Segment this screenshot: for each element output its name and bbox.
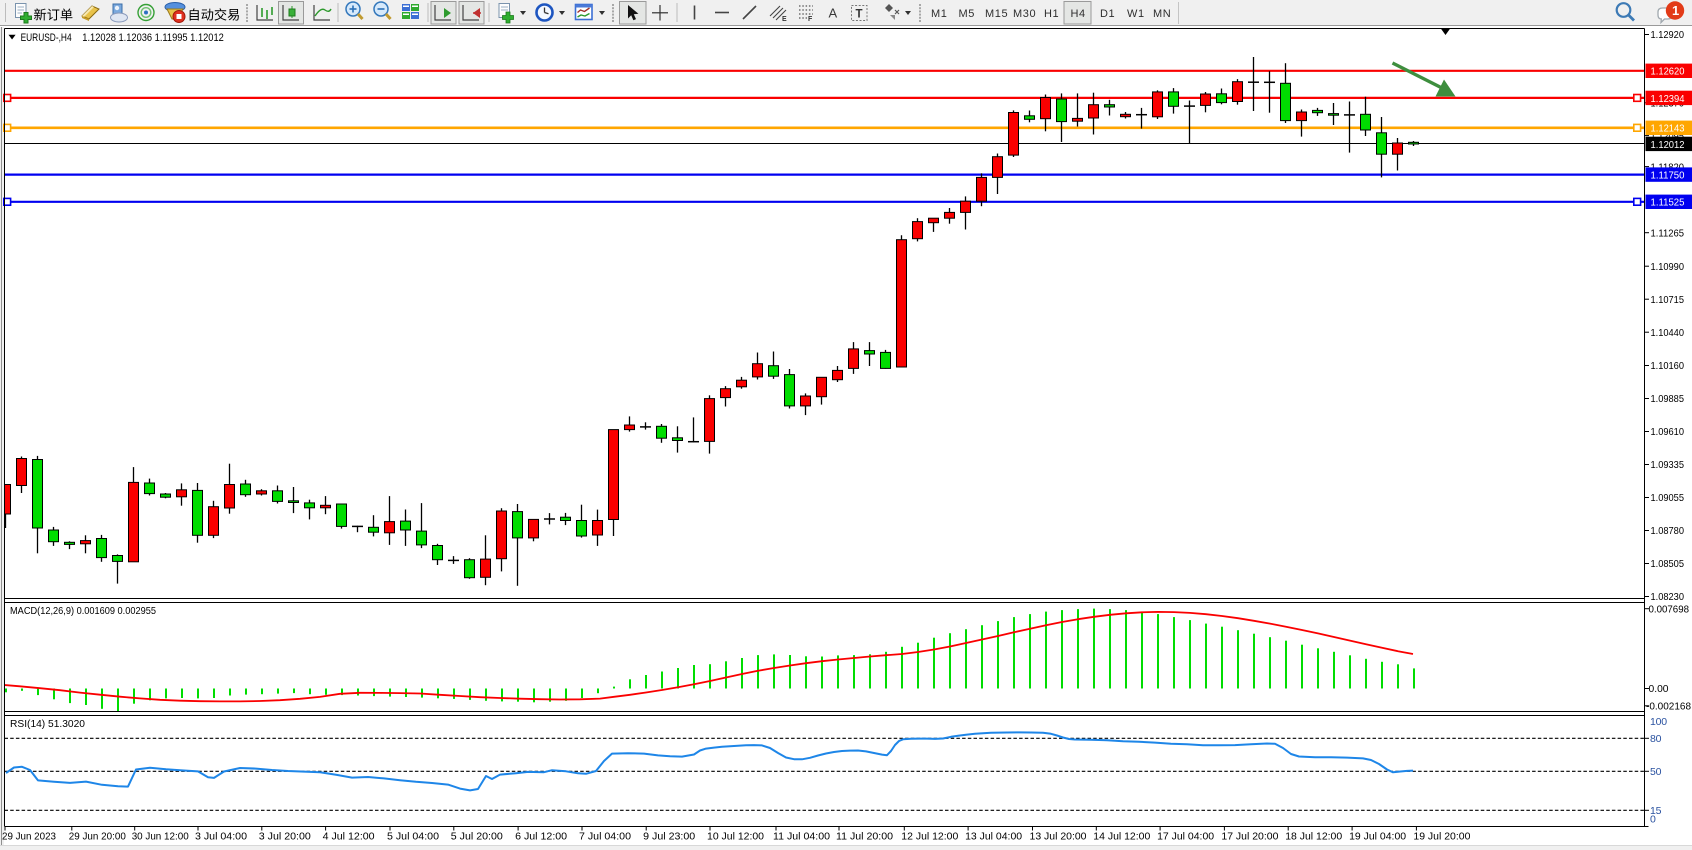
svg-text:14 Jul 12:00: 14 Jul 12:00	[1093, 831, 1150, 843]
svg-text:11 Jul 04:00: 11 Jul 04:00	[773, 831, 830, 843]
svg-text:MN: MN	[1153, 8, 1171, 20]
svg-text:100: 100	[1650, 716, 1667, 728]
svg-text:RSI(14) 51.3020: RSI(14) 51.3020	[10, 718, 85, 730]
svg-text:13 Jul 20:00: 13 Jul 20:00	[1030, 831, 1087, 843]
svg-text:1.12620: 1.12620	[1651, 66, 1685, 78]
svg-text:1: 1	[1672, 3, 1679, 18]
svg-text:29 Jun 20:00: 29 Jun 20:00	[69, 831, 126, 843]
svg-text:H1: H1	[1044, 8, 1059, 20]
svg-text:80: 80	[1650, 733, 1662, 745]
svg-text:19 Jul 20:00: 19 Jul 20:00	[1413, 831, 1470, 843]
svg-text:0: 0	[1650, 814, 1656, 826]
svg-text:1.10440: 1.10440	[1651, 327, 1685, 339]
svg-text:MACD(12,26,9) 0.001609 0.00295: MACD(12,26,9) 0.001609 0.002955	[10, 605, 156, 617]
svg-text:1.08780: 1.08780	[1651, 525, 1685, 537]
svg-text:W1: W1	[1127, 8, 1145, 20]
svg-text:18 Jul 12:00: 18 Jul 12:00	[1285, 831, 1342, 843]
svg-text:1.12028 1.12036 1.11995 1.1201: 1.12028 1.12036 1.11995 1.12012	[82, 32, 224, 44]
svg-text:1.09610: 1.09610	[1651, 426, 1685, 438]
svg-text:1.09055: 1.09055	[1651, 492, 1685, 504]
svg-text:1.12920: 1.12920	[1651, 29, 1685, 41]
svg-text:M1: M1	[931, 8, 947, 20]
svg-text:19 Jul 04:00: 19 Jul 04:00	[1349, 831, 1406, 843]
svg-text:1.09335: 1.09335	[1651, 459, 1685, 471]
svg-text:1.11525: 1.11525	[1651, 197, 1685, 209]
svg-text:17 Jul 04:00: 17 Jul 04:00	[1157, 831, 1214, 843]
svg-text:12 Jul 12:00: 12 Jul 12:00	[901, 831, 958, 843]
svg-text:1.10990: 1.10990	[1651, 261, 1685, 273]
svg-text:E: E	[782, 16, 787, 23]
svg-text:1.09885: 1.09885	[1651, 393, 1685, 405]
svg-text:F: F	[808, 16, 813, 23]
svg-text:1.12012: 1.12012	[1651, 139, 1685, 151]
svg-text:1.11750: 1.11750	[1651, 170, 1685, 182]
svg-text:1.12143: 1.12143	[1651, 123, 1685, 135]
svg-text:30 Jun 12:00: 30 Jun 12:00	[132, 831, 189, 843]
svg-text:11 Jul 20:00: 11 Jul 20:00	[836, 831, 893, 843]
svg-text:4 Jul 12:00: 4 Jul 12:00	[323, 831, 375, 843]
svg-text:1.10715: 1.10715	[1651, 294, 1685, 306]
svg-text:9 Jul 23:00: 9 Jul 23:00	[643, 831, 695, 843]
svg-text:3 Jul 20:00: 3 Jul 20:00	[259, 831, 311, 843]
svg-text:5 Jul 04:00: 5 Jul 04:00	[387, 831, 439, 843]
svg-text:50: 50	[1650, 766, 1662, 778]
svg-text:10 Jul 12:00: 10 Jul 12:00	[707, 831, 764, 843]
svg-text:0.007698: 0.007698	[1649, 603, 1690, 615]
svg-text:M5: M5	[959, 8, 975, 20]
svg-text:H4: H4	[1071, 8, 1086, 20]
svg-text:0.00: 0.00	[1649, 683, 1669, 695]
svg-text:1.08230: 1.08230	[1651, 591, 1685, 603]
svg-text:EURUSD-,H4: EURUSD-,H4	[21, 32, 72, 44]
svg-text:A: A	[829, 6, 838, 21]
svg-text:1.08505: 1.08505	[1651, 558, 1685, 570]
svg-text:T: T	[856, 9, 863, 21]
svg-text:7 Jul 04:00: 7 Jul 04:00	[579, 831, 631, 843]
svg-text:M30: M30	[1013, 8, 1036, 20]
svg-text:1.12394: 1.12394	[1651, 93, 1685, 105]
svg-text:1.11265: 1.11265	[1651, 227, 1685, 239]
svg-text:-0.002168: -0.002168	[1646, 701, 1691, 713]
svg-text:5 Jul 20:00: 5 Jul 20:00	[451, 831, 503, 843]
svg-text:15: 15	[1650, 805, 1662, 817]
svg-text:29 Jun 2023: 29 Jun 2023	[2, 831, 56, 843]
svg-text:M15: M15	[985, 8, 1008, 20]
svg-text:17 Jul 20:00: 17 Jul 20:00	[1221, 831, 1278, 843]
svg-text:1.10160: 1.10160	[1651, 360, 1685, 372]
svg-text:D1: D1	[1100, 8, 1115, 20]
svg-text:13 Jul 04:00: 13 Jul 04:00	[965, 831, 1022, 843]
svg-text:6 Jul 12:00: 6 Jul 12:00	[515, 831, 567, 843]
svg-text:3 Jul 04:00: 3 Jul 04:00	[195, 831, 247, 843]
